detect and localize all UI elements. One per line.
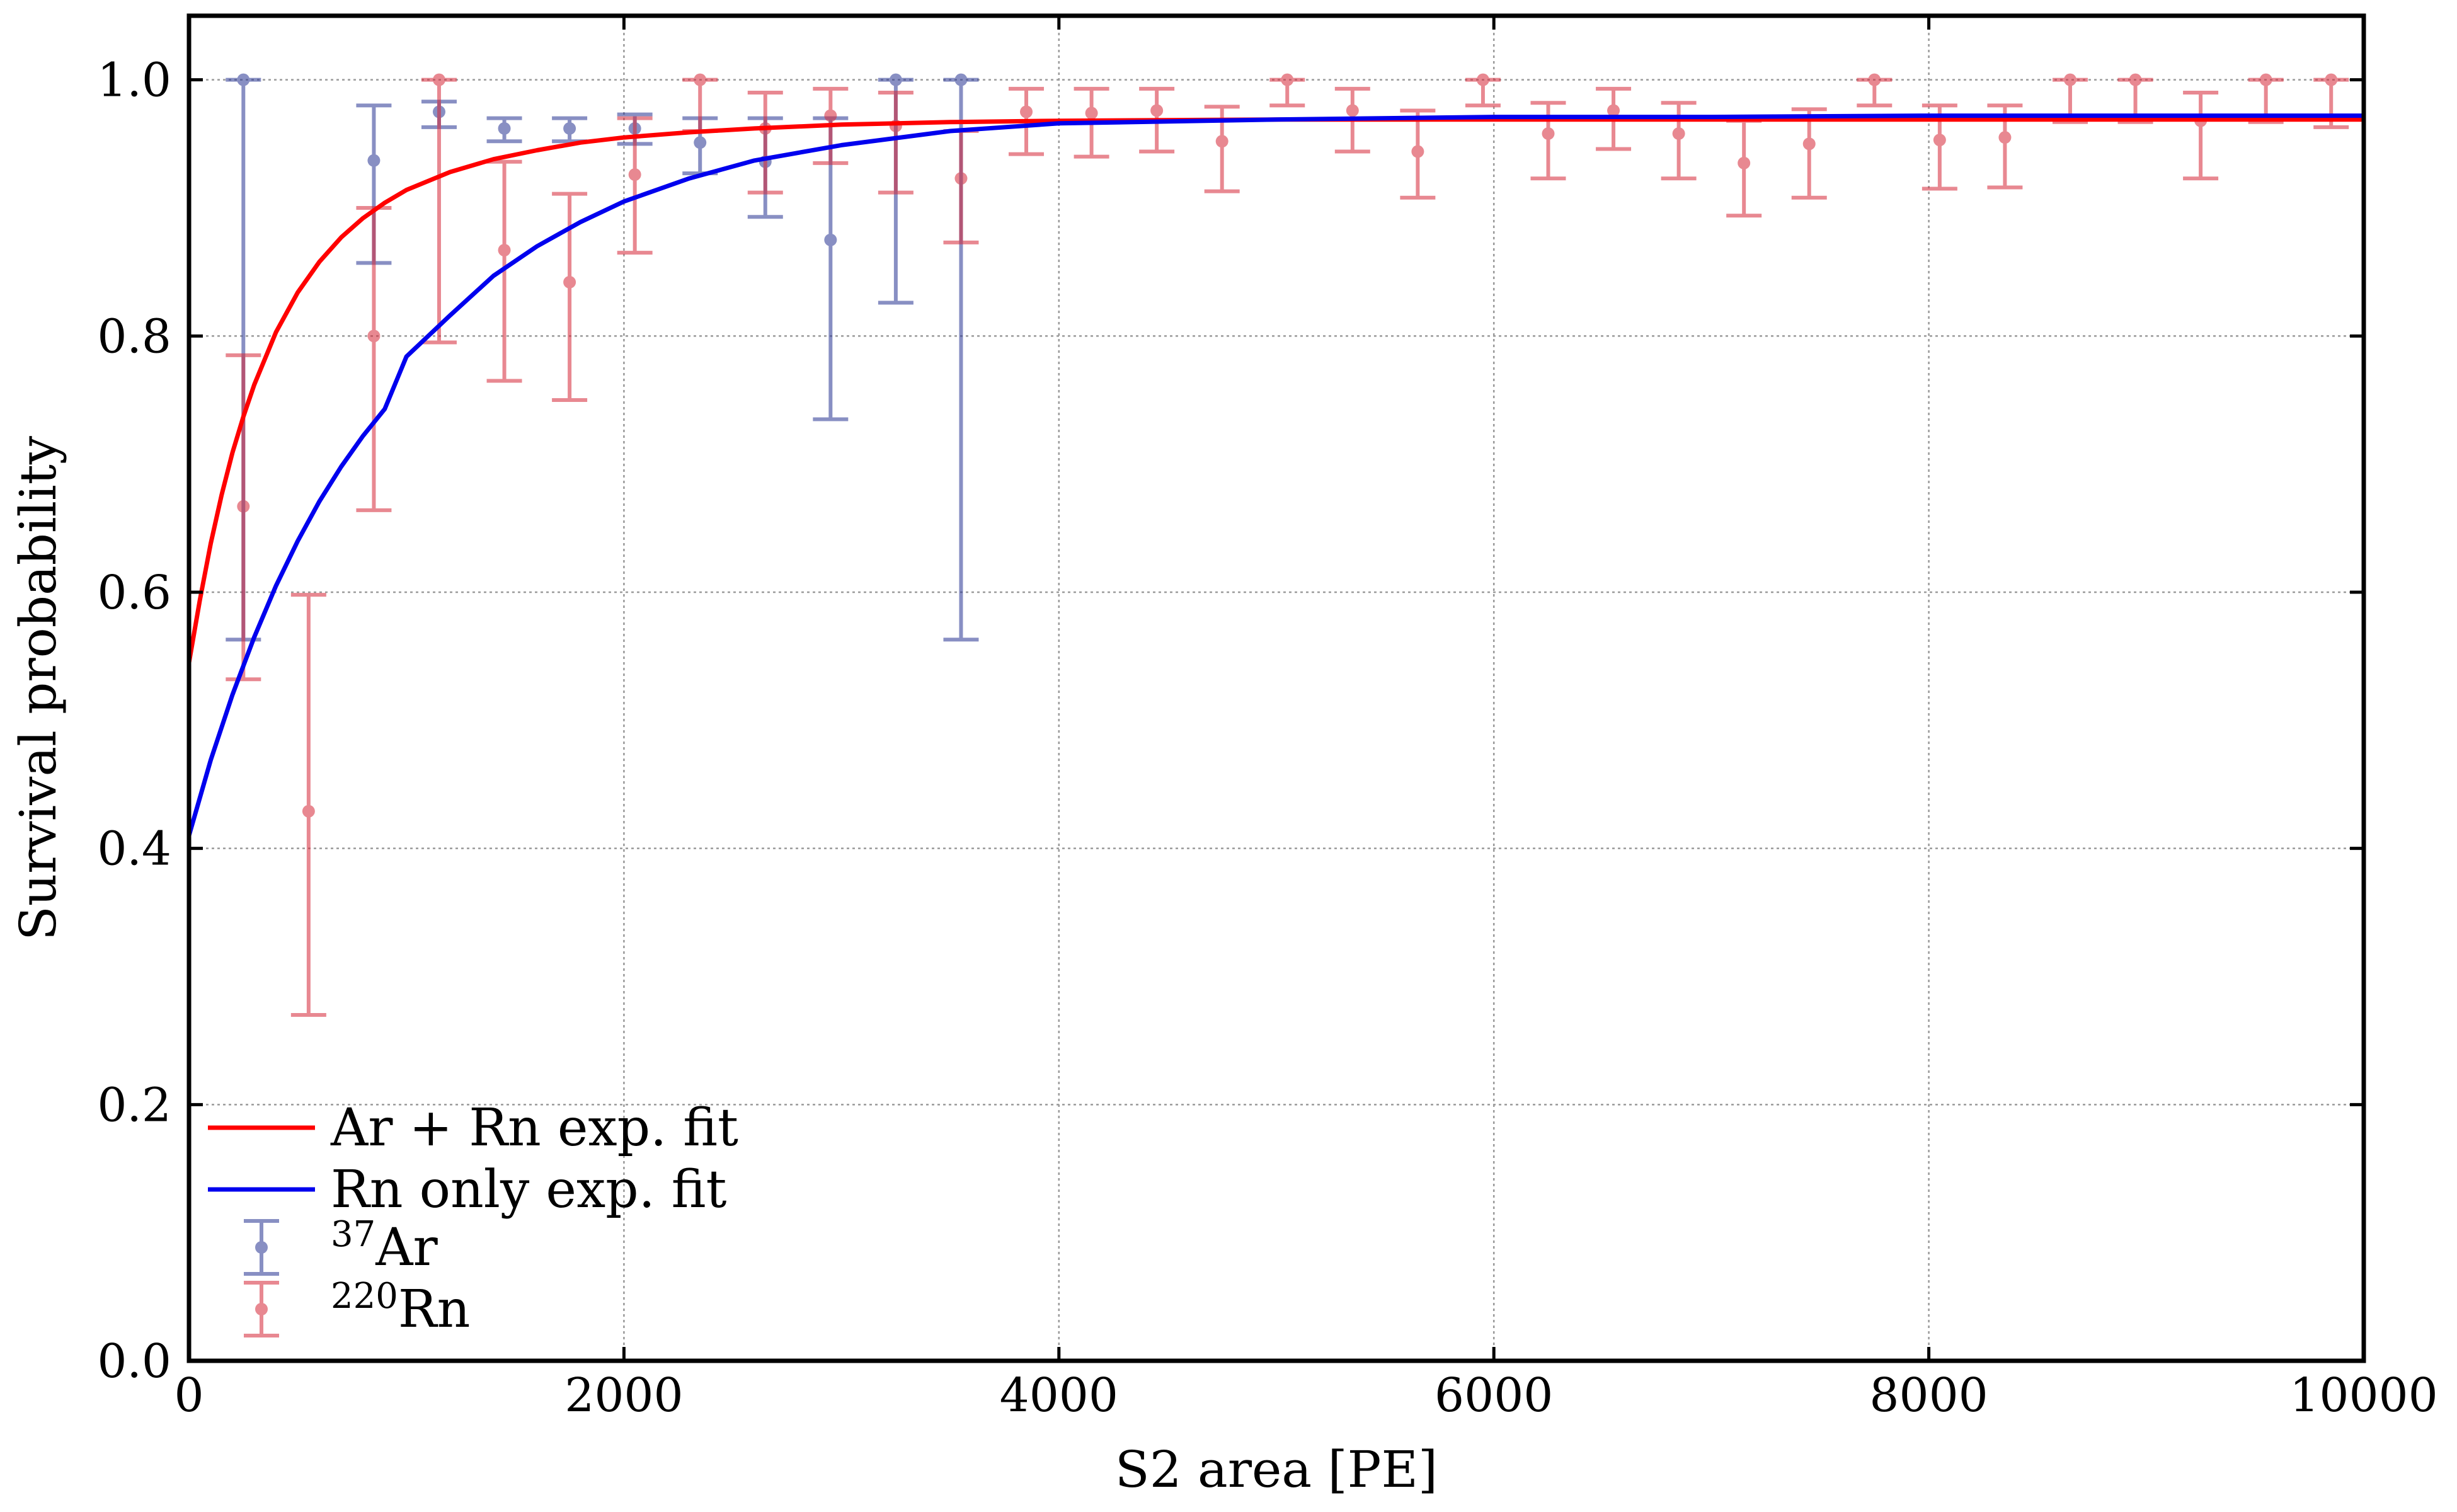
data-point bbox=[367, 329, 381, 343]
legend-label: 37Ar bbox=[331, 1214, 438, 1278]
data-point bbox=[1998, 131, 2012, 144]
data-point bbox=[563, 275, 576, 289]
data-point bbox=[432, 73, 445, 86]
data-point bbox=[889, 73, 902, 86]
tick-layer: 0 2000 4000 6000 8000 10000 0.0 0.2 0.4 0.6 0.8 1.0 bbox=[97, 16, 2438, 1423]
data-point bbox=[1085, 106, 1098, 120]
data-point bbox=[1411, 145, 1424, 158]
legend-item: 37Ar bbox=[244, 1214, 438, 1278]
y-tick-label: 0.2 bbox=[97, 1078, 171, 1132]
data-point bbox=[2129, 73, 2142, 86]
series-layer bbox=[186, 73, 2364, 1017]
data-point bbox=[1607, 104, 1620, 117]
legend-item: 220Rn bbox=[244, 1276, 470, 1339]
y-tick-label: 0.0 bbox=[97, 1334, 171, 1389]
data-point bbox=[1281, 73, 1294, 86]
y-tick-label: 0.6 bbox=[97, 566, 171, 620]
legend-label-isotope-mass: 220 bbox=[331, 1276, 398, 1317]
data-point bbox=[1020, 105, 1033, 118]
x-tick-label: 2000 bbox=[564, 1368, 683, 1423]
data-point bbox=[824, 109, 837, 122]
legend-point bbox=[255, 1303, 268, 1315]
legend-label-isotope-mass: 37 bbox=[331, 1214, 375, 1255]
legend-label: Rn only exp. fit bbox=[331, 1160, 727, 1220]
x-tick-label: 4000 bbox=[1000, 1368, 1118, 1423]
data-point bbox=[302, 805, 315, 818]
x-tick-label: 6000 bbox=[1435, 1368, 1553, 1423]
legend-label-element: Rn bbox=[398, 1280, 471, 1339]
x-tick-label: 8000 bbox=[1869, 1368, 1988, 1423]
data-point bbox=[1738, 156, 1751, 169]
data-point bbox=[2063, 73, 2076, 86]
x-axis-label: S2 area [PE] bbox=[1115, 1440, 1438, 1499]
data-point bbox=[498, 122, 511, 135]
data-point bbox=[1476, 73, 1489, 86]
x-tick-label: 10000 bbox=[2289, 1368, 2437, 1423]
data-point bbox=[1802, 137, 1816, 151]
data-point bbox=[1672, 127, 1685, 140]
plot-frame bbox=[186, 13, 2366, 1363]
data-point bbox=[954, 172, 968, 185]
x-tick-label: 0 bbox=[174, 1368, 203, 1423]
legend-item: Rn only exp. fit bbox=[208, 1160, 727, 1220]
data-point bbox=[1542, 127, 1555, 140]
data-point bbox=[237, 500, 250, 513]
data-point bbox=[1933, 134, 1946, 147]
data-point bbox=[824, 233, 837, 246]
legend-label-element: Ar bbox=[375, 1218, 438, 1278]
y-axis-label: Survival probability bbox=[9, 436, 67, 941]
data-point bbox=[1215, 135, 1228, 148]
data-point bbox=[2259, 73, 2272, 86]
legend-errorbar-swatch bbox=[244, 1219, 279, 1276]
data-point bbox=[694, 136, 707, 149]
y-tick-label: 0.4 bbox=[97, 822, 171, 876]
data-point bbox=[954, 73, 968, 86]
data-point bbox=[628, 168, 641, 181]
data-point bbox=[2325, 73, 2338, 86]
y-tick-label: 0.8 bbox=[97, 309, 171, 364]
data-point bbox=[1346, 104, 1359, 117]
legend-label: Ar + Rn exp. fit bbox=[330, 1098, 738, 1158]
fit-line-rn-only bbox=[186, 113, 2364, 837]
data-point bbox=[367, 154, 381, 167]
data-point bbox=[498, 244, 511, 257]
legend-item: Ar + Rn exp. fit bbox=[208, 1098, 738, 1158]
data-point bbox=[1150, 104, 1164, 117]
data-point bbox=[694, 73, 707, 86]
y-tick-label: 1.0 bbox=[97, 54, 171, 108]
legend-errorbar-swatch bbox=[244, 1281, 279, 1337]
data-point bbox=[563, 122, 576, 135]
legend-point bbox=[255, 1241, 268, 1254]
data-point bbox=[237, 73, 250, 86]
data-point bbox=[1868, 73, 1881, 86]
legend-label: 220Rn bbox=[331, 1276, 470, 1339]
